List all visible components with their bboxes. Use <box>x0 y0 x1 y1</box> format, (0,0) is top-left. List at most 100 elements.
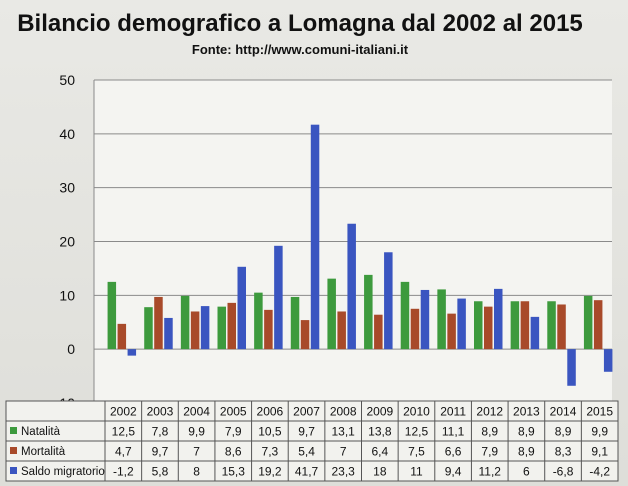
bar-saldo-migratorio-2007 <box>310 124 320 350</box>
data-label: 8,9 <box>555 425 572 439</box>
bar-mortalit--2002 <box>117 323 127 350</box>
bar-saldo-migratorio-2012 <box>494 288 503 350</box>
x-tick-label: 2010 <box>403 405 430 419</box>
data-label: 9,7 <box>152 445 169 459</box>
bar-natalit--2010 <box>400 281 410 350</box>
data-label: -4,2 <box>589 465 610 479</box>
bar-mortalit--2004 <box>190 311 200 350</box>
data-label: 41,7 <box>295 465 319 479</box>
data-label: 18 <box>373 465 387 479</box>
y-tick-label: 50 <box>59 72 75 88</box>
y-tick-label: 10 <box>59 287 75 303</box>
y-tick-label: 40 <box>59 126 75 142</box>
bar-saldo-migratorio-2013 <box>530 316 540 350</box>
data-label: 9,4 <box>445 465 462 479</box>
x-tick-label: 2009 <box>366 405 393 419</box>
bar-mortalit--2014 <box>557 304 566 350</box>
data-label: 9,1 <box>591 445 608 459</box>
bar-natalit--2009 <box>364 274 373 350</box>
bar-saldo-migratorio-2002 <box>127 349 137 356</box>
data-label: 4,7 <box>115 445 132 459</box>
data-label: 10,5 <box>258 425 282 439</box>
x-tick-label: 2013 <box>513 405 540 419</box>
data-label: -6,8 <box>553 465 574 479</box>
bar-saldo-migratorio-2003 <box>164 317 173 350</box>
data-label: 15,3 <box>222 465 246 479</box>
bar-natalit--2003 <box>144 307 153 350</box>
data-label: 5,8 <box>152 465 169 479</box>
data-label: 9,9 <box>188 425 205 439</box>
y-tick-label: 30 <box>59 180 75 196</box>
x-tick-label: 2002 <box>110 405 137 419</box>
legend-swatch <box>10 447 17 454</box>
bar-natalit--2014 <box>547 301 556 350</box>
bar-natalit--2004 <box>180 295 190 350</box>
x-tick-label: 2005 <box>220 405 247 419</box>
bar-natalit--2008 <box>327 278 336 350</box>
data-label: -1,2 <box>113 465 134 479</box>
data-label: 7,9 <box>481 445 498 459</box>
bar-mortalit--2007 <box>300 320 310 350</box>
data-label: 9,7 <box>298 425 315 439</box>
data-label: 11,2 <box>479 465 502 479</box>
data-label: 6,4 <box>371 445 388 459</box>
data-label: 5,4 <box>298 445 315 459</box>
y-tick-label: 20 <box>59 234 75 250</box>
data-label: 6 <box>523 465 530 479</box>
x-tick-label: 2004 <box>183 405 210 419</box>
bar-mortalit--2011 <box>447 313 456 350</box>
bar-natalit--2011 <box>437 289 446 350</box>
data-label: 12,5 <box>112 425 136 439</box>
bar-mortalit--2010 <box>410 308 420 350</box>
data-label: 23,3 <box>331 465 355 479</box>
bar-natalit--2007 <box>290 296 300 350</box>
x-tick-label: 2003 <box>147 405 174 419</box>
data-label: 12,5 <box>405 425 429 439</box>
data-label: 8,3 <box>555 445 572 459</box>
y-tick-label: 0 <box>67 341 75 357</box>
bar-mortalit--2012 <box>484 306 493 350</box>
bar-mortalit--2009 <box>374 314 383 350</box>
x-tick-label: 2011 <box>440 405 466 419</box>
bar-natalit--2013 <box>510 301 520 350</box>
data-label: 8,6 <box>225 445 242 459</box>
bar-saldo-migratorio-2006 <box>274 245 283 350</box>
bar-saldo-migratorio-2015 <box>603 349 613 372</box>
data-label: 7,3 <box>262 445 279 459</box>
data-label: 8 <box>193 465 200 479</box>
bar-saldo-migratorio-2014 <box>567 349 576 386</box>
bar-natalit--2006 <box>254 292 263 350</box>
data-label: 19,2 <box>258 465 282 479</box>
bar-natalit--2005 <box>217 306 226 350</box>
bar-saldo-migratorio-2009 <box>384 252 393 350</box>
bar-mortalit--2006 <box>264 309 273 350</box>
chart-subtitle: Fonte: http://www.comuni-italiani.it <box>191 42 409 57</box>
legend-entry: Saldo migratorio <box>21 466 105 478</box>
data-label: 7 <box>193 445 200 459</box>
bar-natalit--2002 <box>107 281 117 350</box>
bar-saldo-migratorio-2008 <box>347 223 356 350</box>
x-tick-label: 2015 <box>586 405 613 419</box>
x-tick-label: 2008 <box>330 405 357 419</box>
legend-entry: Mortalità <box>21 446 66 458</box>
bar-mortalit--2015 <box>593 300 603 350</box>
bar-mortalit--2008 <box>337 311 346 350</box>
data-label: 7,8 <box>152 425 169 439</box>
bar-natalit--2012 <box>474 301 483 350</box>
data-label: 8,9 <box>518 425 535 439</box>
data-label: 9,9 <box>591 425 608 439</box>
bar-saldo-migratorio-2011 <box>457 298 466 350</box>
bar-mortalit--2005 <box>227 302 236 350</box>
bar-mortalit--2003 <box>154 296 163 350</box>
data-label: 13,8 <box>368 425 392 439</box>
legend-swatch <box>10 427 17 434</box>
data-label: 7 <box>340 445 347 459</box>
data-label: 7,9 <box>225 425 242 439</box>
data-label: 7,5 <box>408 445 425 459</box>
data-label: 8,9 <box>481 425 498 439</box>
data-label: 11 <box>410 465 423 479</box>
data-label: 11,1 <box>442 425 465 439</box>
bar-mortalit--2013 <box>520 301 530 350</box>
